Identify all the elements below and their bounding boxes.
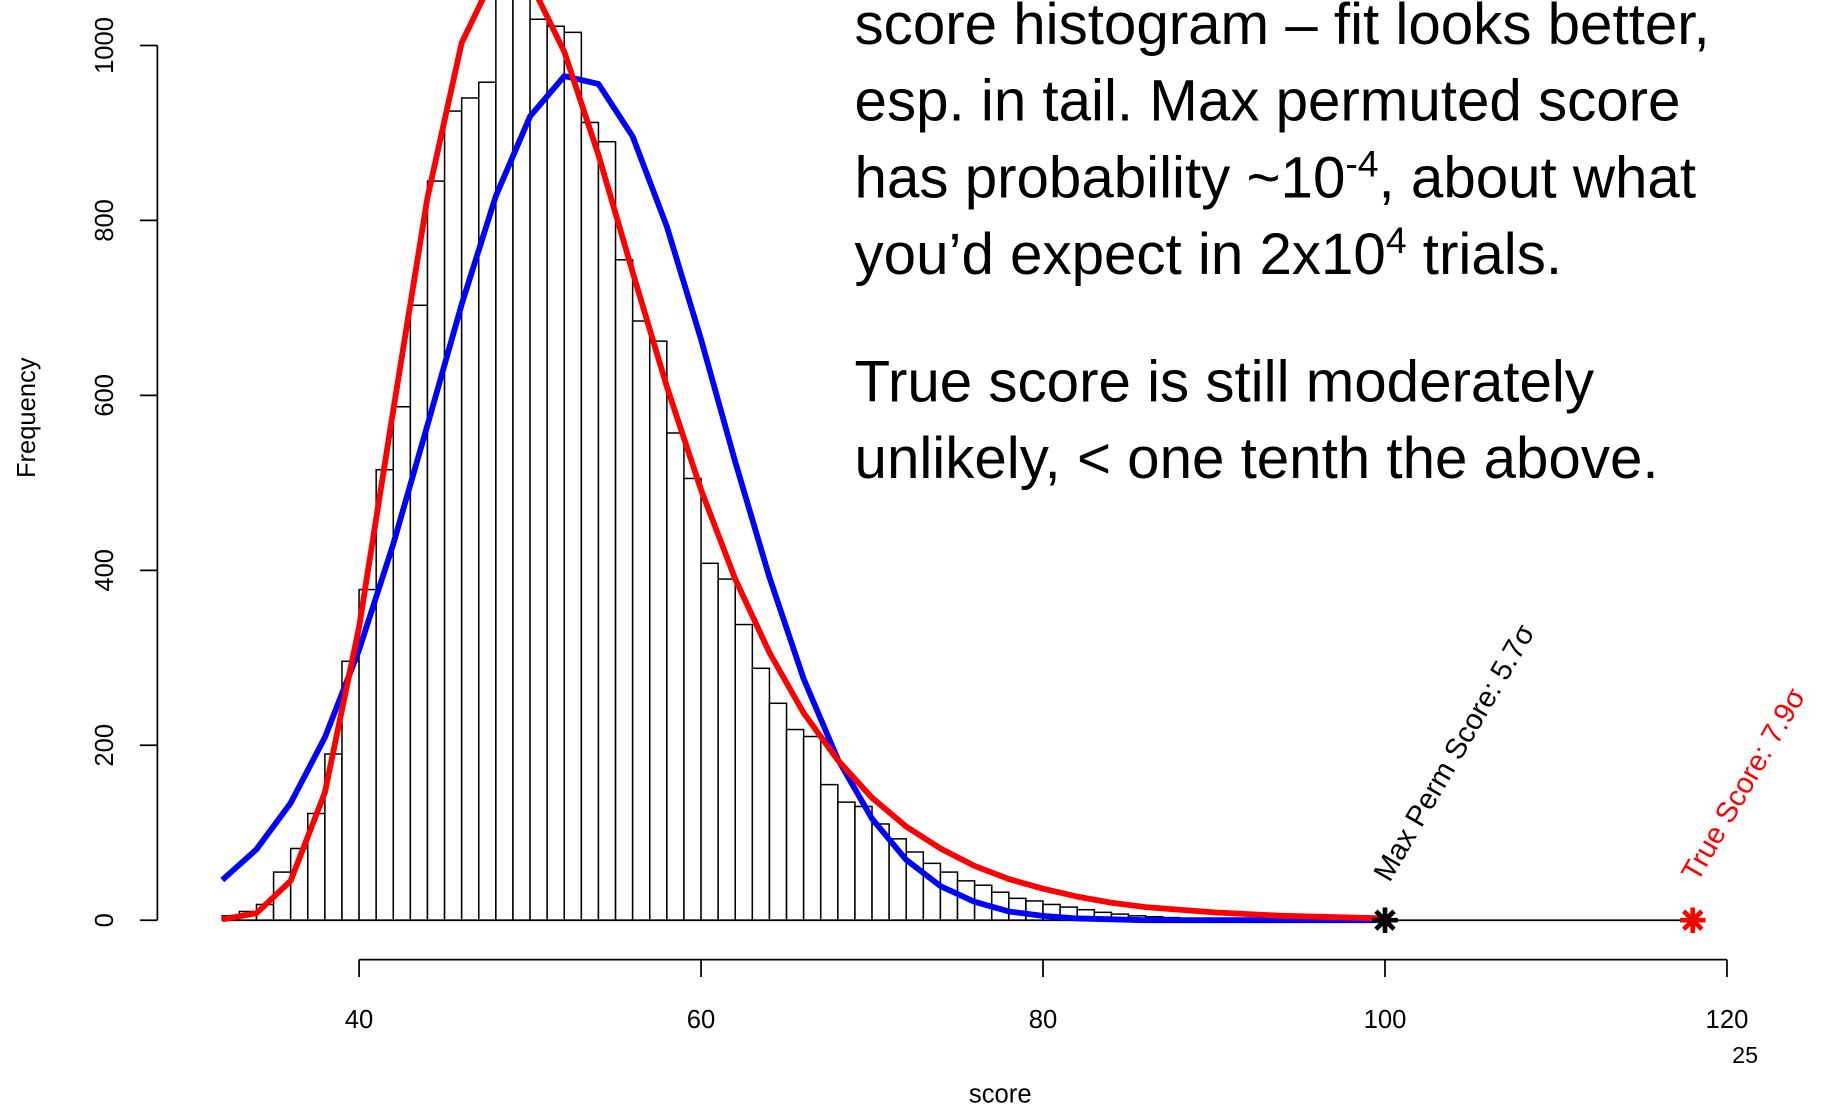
y-tick-label: 800: [91, 199, 119, 242]
score-marker: [1372, 907, 1398, 933]
y-tick-label: 400: [91, 549, 119, 592]
histogram-bar: [529, 18, 548, 921]
histogram-bar: [580, 121, 600, 921]
histogram-bar: [666, 432, 685, 921]
histogram-bar: [837, 801, 856, 921]
annotation-line: score histogram – fit looks better,: [855, 0, 1710, 57]
histogram-bar: [785, 728, 805, 921]
annotation-text: , about what: [1379, 145, 1697, 210]
annotation-line: unlikely, < one tenth the above.: [855, 426, 1659, 491]
histogram-bar: [819, 783, 839, 921]
x-tick-label: 40: [345, 1006, 374, 1034]
histogram-bar: [683, 477, 702, 921]
histogram-bar: [597, 140, 617, 921]
y-tick-label: 1000: [91, 17, 119, 74]
annotation-text: has probability ~10: [855, 145, 1346, 210]
annotation-text: trials.: [1407, 222, 1562, 287]
histogram-bar: [768, 702, 788, 921]
histogram-bar: [614, 259, 634, 921]
histogram-bar: [495, 0, 514, 921]
x-tick-label: 60: [687, 1006, 716, 1034]
y-tick-label: 200: [91, 724, 119, 767]
histogram-bar: [939, 871, 959, 921]
x-tick-label: 120: [1706, 1006, 1749, 1034]
superscript: 4: [1386, 219, 1407, 261]
histogram-bar: [802, 735, 822, 921]
histogram-bar: [700, 562, 719, 921]
histogram-bar: [734, 623, 754, 921]
y-tick-label: 0: [91, 913, 119, 927]
x-tick-label: 100: [1364, 1006, 1407, 1034]
histogram-bar: [648, 340, 668, 921]
histogram-bar: [375, 468, 395, 921]
histogram-bar: [854, 805, 873, 921]
page-number: 25: [1732, 1042, 1758, 1068]
x-tick-label: 80: [1029, 1006, 1058, 1034]
annotation-text: esp. in tail. Max permuted score: [855, 69, 1681, 134]
histogram-bar: [717, 578, 736, 921]
superscript: -4: [1345, 142, 1378, 184]
histogram-bar: [460, 97, 480, 921]
annotation-text: you’d expect in 2x10: [855, 222, 1386, 287]
histogram-bar: [409, 304, 429, 921]
fit-curve: [221, 0, 1386, 923]
histogram-bar: [631, 320, 651, 921]
annotation-line: has probability ~10-4, about what: [855, 142, 1696, 210]
y-axis-label: Frequency: [13, 357, 41, 478]
histogram-bar: [751, 667, 771, 921]
annotation-text: unlikely, < one tenth the above.: [855, 426, 1659, 491]
histogram-bar: [426, 180, 446, 921]
annotation-line: True score is still moderately: [855, 350, 1594, 415]
annotation-line: esp. in tail. Max permuted score: [855, 69, 1681, 134]
histogram-bar: [443, 110, 463, 921]
annotation-text: score histogram – fit looks better,: [855, 0, 1710, 57]
score-marker: [1679, 907, 1706, 933]
histogram-bar: [546, 25, 566, 921]
annotation-text: True score is still moderately: [855, 350, 1594, 415]
y-tick-label: 600: [91, 374, 119, 417]
x-axis-label: score: [969, 1080, 1032, 1108]
fit-curve: [220, 73, 1385, 924]
annotation-line: you’d expect in 2x104 trials.: [855, 219, 1562, 287]
histogram-bar: [563, 31, 583, 921]
